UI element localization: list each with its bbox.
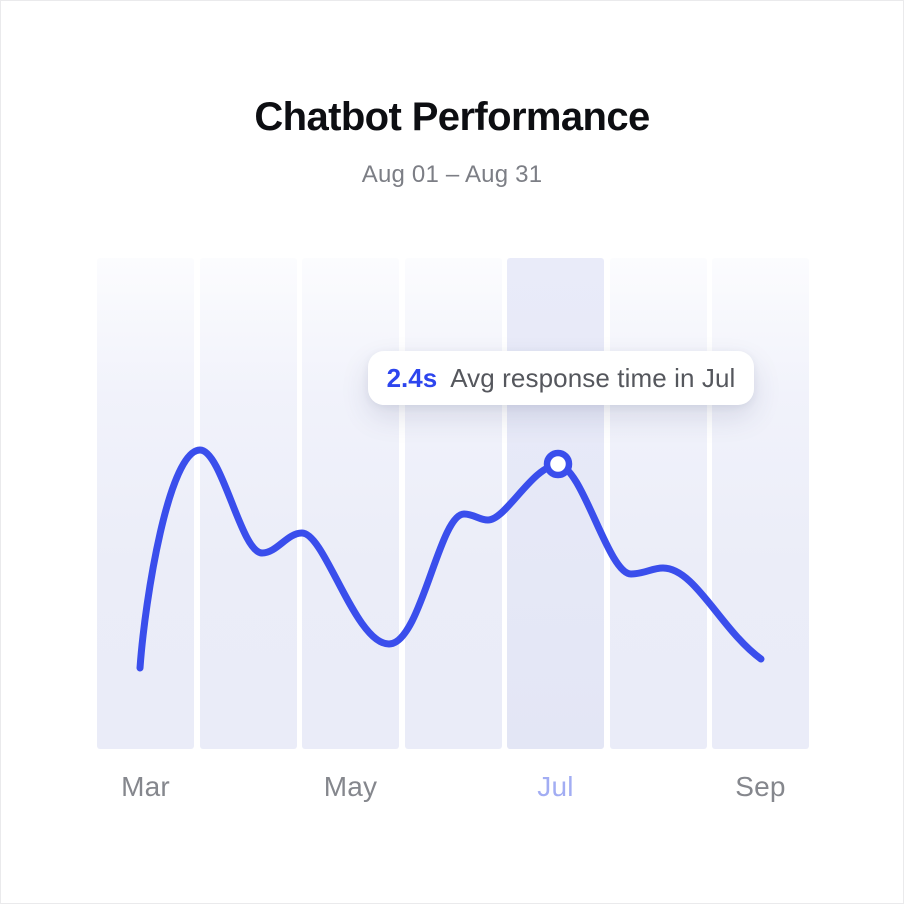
line-series bbox=[136, 446, 765, 672]
page-title: Chatbot Performance bbox=[254, 95, 650, 139]
x-axis-label-jul: Jul bbox=[537, 771, 574, 802]
tooltip: 2.4s Avg response time in Jul bbox=[368, 351, 754, 405]
month-band-apr[interactable] bbox=[199, 258, 297, 749]
line-chart: 2.4s Avg response time in Jul Mar May Jul S… bbox=[1, 258, 903, 818]
month-band-may[interactable] bbox=[302, 258, 400, 749]
month-band-aug[interactable] bbox=[609, 258, 707, 749]
month-band-jun[interactable] bbox=[404, 258, 502, 749]
date-range-subtitle: Aug 01 – Aug 31 bbox=[361, 161, 543, 188]
x-axis-label-may: May bbox=[323, 771, 378, 802]
x-axis-label-sep: Sep bbox=[735, 771, 786, 802]
response-time-line bbox=[136, 446, 765, 672]
x-axis-label-mar: Mar bbox=[121, 771, 170, 802]
tooltip-value: 2.4s bbox=[386, 362, 438, 393]
highlighted-point-marker[interactable] bbox=[543, 449, 573, 479]
month-band-sep[interactable] bbox=[712, 258, 810, 749]
tooltip-label: Avg response time in Jul bbox=[450, 362, 736, 393]
month-band-mar[interactable] bbox=[97, 258, 194, 749]
